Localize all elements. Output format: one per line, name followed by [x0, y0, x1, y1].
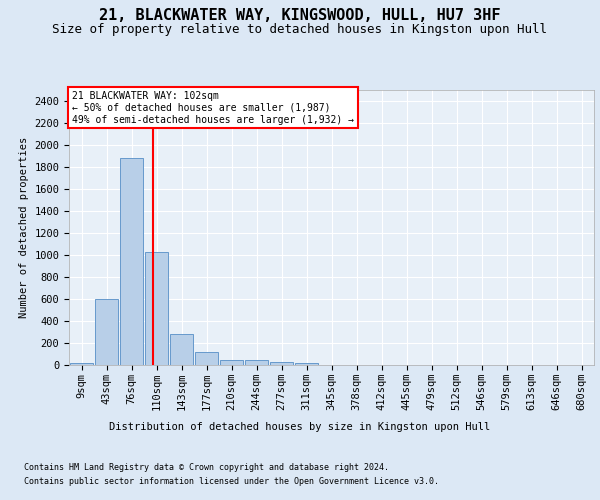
- Bar: [145, 252, 168, 365]
- Text: Distribution of detached houses by size in Kingston upon Hull: Distribution of detached houses by size …: [109, 422, 491, 432]
- Text: Contains HM Land Registry data © Crown copyright and database right 2024.: Contains HM Land Registry data © Crown c…: [24, 462, 389, 471]
- Bar: [270, 362, 293, 365]
- Text: 21 BLACKWATER WAY: 102sqm
← 50% of detached houses are smaller (1,987)
49% of se: 21 BLACKWATER WAY: 102sqm ← 50% of detac…: [71, 92, 353, 124]
- Bar: [220, 360, 243, 365]
- Bar: [70, 363, 93, 365]
- Text: Contains public sector information licensed under the Open Government Licence v3: Contains public sector information licen…: [24, 478, 439, 486]
- Bar: [295, 363, 318, 365]
- Text: Size of property relative to detached houses in Kingston upon Hull: Size of property relative to detached ho…: [53, 22, 548, 36]
- Bar: [195, 352, 218, 365]
- Bar: [95, 299, 118, 365]
- Bar: [120, 158, 143, 365]
- Text: 21, BLACKWATER WAY, KINGSWOOD, HULL, HU7 3HF: 21, BLACKWATER WAY, KINGSWOOD, HULL, HU7…: [99, 8, 501, 22]
- Y-axis label: Number of detached properties: Number of detached properties: [19, 137, 29, 318]
- Bar: [170, 334, 193, 365]
- Bar: [245, 360, 268, 365]
